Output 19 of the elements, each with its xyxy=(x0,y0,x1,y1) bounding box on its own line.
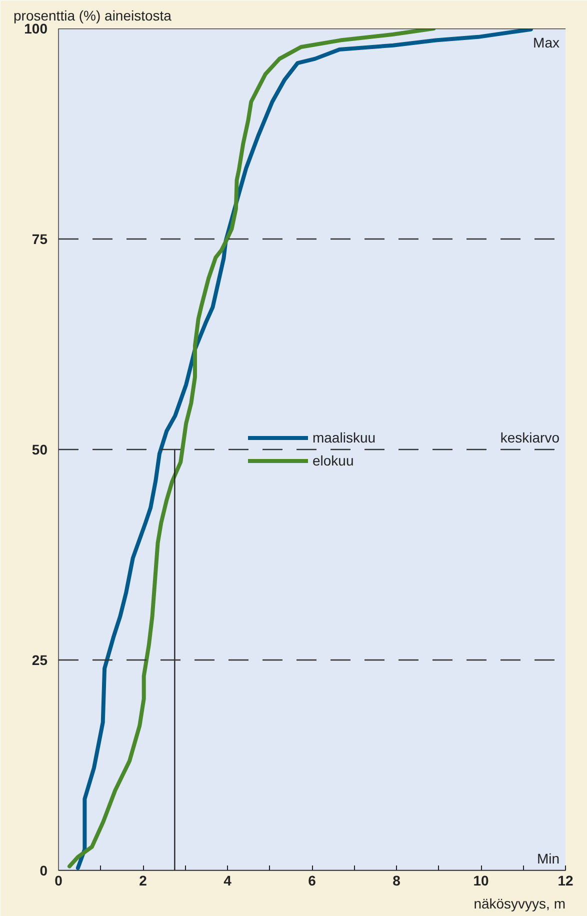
x-tick-label: 12 xyxy=(558,872,574,888)
x-tick-label: 4 xyxy=(224,872,232,888)
y-tick-label: 50 xyxy=(32,442,48,458)
ref-line-label: Min xyxy=(536,850,560,866)
x-tick-label: 0 xyxy=(54,872,63,888)
x-tick-label: 2 xyxy=(139,872,148,888)
legend-label: maaliskuu xyxy=(312,430,376,446)
legend-label: elokuu xyxy=(312,452,354,468)
ref-line-label: keskiarvo xyxy=(500,430,560,446)
y-tick-label: 0 xyxy=(40,862,48,878)
x-tick-label: 6 xyxy=(308,872,316,888)
y-axis-title: prosenttia (%) aineistosta xyxy=(14,8,172,24)
x-tick-label: 8 xyxy=(392,872,401,888)
y-tick-label: 100 xyxy=(24,20,48,36)
x-axis-title: näkösyvyys, m xyxy=(474,896,566,912)
y-tick-label: 25 xyxy=(32,652,48,668)
x-tick-label: 10 xyxy=(473,872,489,888)
y-tick-label: 75 xyxy=(32,231,48,247)
ref-line-label: Max xyxy=(533,34,560,50)
